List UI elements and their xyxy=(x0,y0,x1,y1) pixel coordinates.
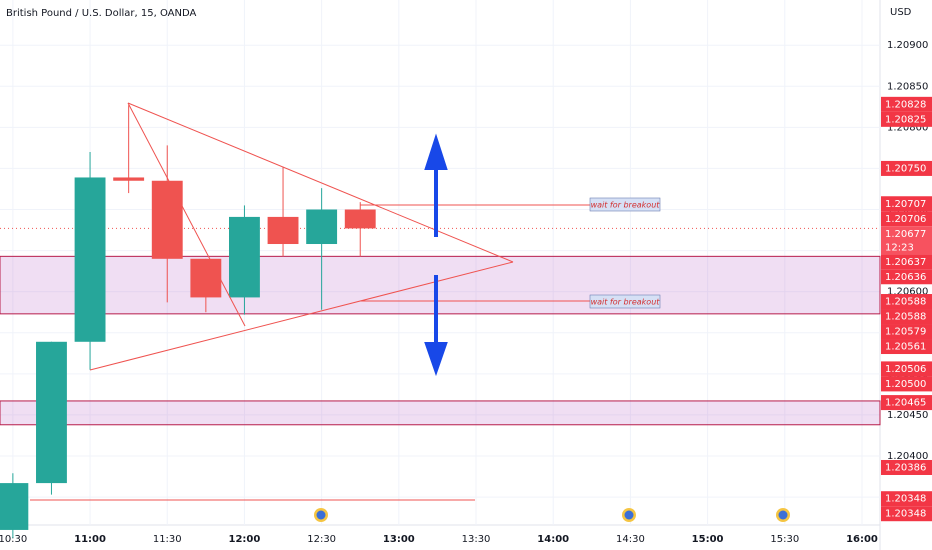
price-tag-label: 1.20588 xyxy=(885,312,926,323)
x-tick-label: 14:00 xyxy=(537,534,569,545)
price-tag xyxy=(881,309,932,325)
currency: USD xyxy=(890,7,912,18)
zone xyxy=(0,400,881,426)
y-tick-label: 1.20400 xyxy=(887,451,928,462)
candle-body xyxy=(190,258,222,298)
price-tag xyxy=(881,361,932,377)
y-tick-label: 1.20800 xyxy=(887,122,928,133)
candle-body xyxy=(344,209,376,229)
candle-body xyxy=(229,216,260,298)
candle-body xyxy=(74,177,106,342)
triangle-line xyxy=(89,261,514,371)
x-tick-label: 16:00 xyxy=(846,534,878,545)
price-tag xyxy=(881,294,932,310)
x-tick-label: 12:30 xyxy=(307,534,336,545)
x-tick-label: 13:30 xyxy=(462,534,491,545)
x-tick-label: 15:30 xyxy=(770,534,799,545)
x-tick-label: 11:00 xyxy=(74,534,106,545)
down-arrow xyxy=(424,275,448,377)
y-tick-label: 1.20600 xyxy=(887,287,928,298)
annotation-box xyxy=(589,197,661,212)
price-tag xyxy=(881,339,932,355)
foreground: 1.20828 1.20825 1.20750 1.20707 1.20706 1.206… xyxy=(881,96,932,522)
price-tag-label: 1.20637 xyxy=(885,257,926,268)
price-tag-label: 1.20500 xyxy=(885,379,926,390)
price-tag xyxy=(881,160,932,176)
x-tick-label: 11:30 xyxy=(153,534,182,545)
event-icon xyxy=(622,508,636,522)
price-tag xyxy=(881,111,932,127)
price-tag xyxy=(881,395,932,411)
up-arrow xyxy=(424,133,448,237)
price-tag-label: 1.20636 xyxy=(885,272,926,283)
y-tick-label: 1.20900 xyxy=(887,40,928,51)
price-tag xyxy=(881,459,932,475)
event-icon xyxy=(314,508,328,522)
countdown: 12:23 xyxy=(885,242,914,253)
price-tag-label: 1.20465 xyxy=(885,398,926,409)
price-tag xyxy=(881,269,932,285)
price-tag-label: 1.20386 xyxy=(885,462,926,473)
candle-body xyxy=(267,216,299,245)
price-tag-label: 1.20561 xyxy=(885,342,926,353)
x-tick-label: 10:30 xyxy=(0,534,27,545)
price-tag xyxy=(881,211,932,227)
candle-body xyxy=(0,483,29,530)
annotation: wait for breakout xyxy=(591,201,661,210)
event-icon xyxy=(776,508,790,522)
x-tick-label: 12:00 xyxy=(229,534,261,545)
y-tick-label: 1.20850 xyxy=(887,81,928,92)
triangle-line xyxy=(127,102,246,327)
price-tag-label: 1.20348 xyxy=(885,494,926,505)
candle-body xyxy=(36,341,67,484)
price-tag-label: 1.20588 xyxy=(885,297,926,308)
x-tick-label: 13:00 xyxy=(383,534,415,545)
price-tag-label: 1.20677 xyxy=(885,229,926,240)
price-tag-label: 1.20750 xyxy=(885,163,926,174)
triangle-line xyxy=(127,102,514,263)
price-tag xyxy=(881,254,932,270)
price-tag xyxy=(881,324,932,340)
x-tick-label: 14:30 xyxy=(616,534,645,545)
annotation: wait for breakout xyxy=(591,298,661,307)
price-tag xyxy=(881,226,932,255)
candle-body xyxy=(113,177,145,181)
candle-body xyxy=(306,209,338,245)
x-tick-label: 15:00 xyxy=(692,534,724,545)
price-tag-label: 1.20828 xyxy=(885,99,926,110)
candle-body xyxy=(151,180,183,259)
zone xyxy=(0,255,881,315)
price-tag xyxy=(881,491,932,507)
price-tag xyxy=(881,96,932,112)
annotation-box xyxy=(589,294,661,309)
chart-title: British Pound / U.S. Dollar, 15, OANDA xyxy=(6,8,197,19)
price-tag-label: 1.20707 xyxy=(885,199,926,210)
y-tick-label: 1.20450 xyxy=(887,410,928,421)
price-tag-label: 1.20706 xyxy=(885,214,926,225)
price-tag-label: 1.20579 xyxy=(885,327,926,338)
drawings: wait for breakout wait for breakout xyxy=(30,102,790,522)
price-tag-label: 1.20348 xyxy=(885,509,926,520)
price-tag xyxy=(881,506,932,522)
price-tag xyxy=(881,376,932,392)
price-tag-label: 1.20506 xyxy=(885,364,926,375)
price-tag-label: 1.20825 xyxy=(885,114,926,125)
price-tag xyxy=(881,196,932,212)
